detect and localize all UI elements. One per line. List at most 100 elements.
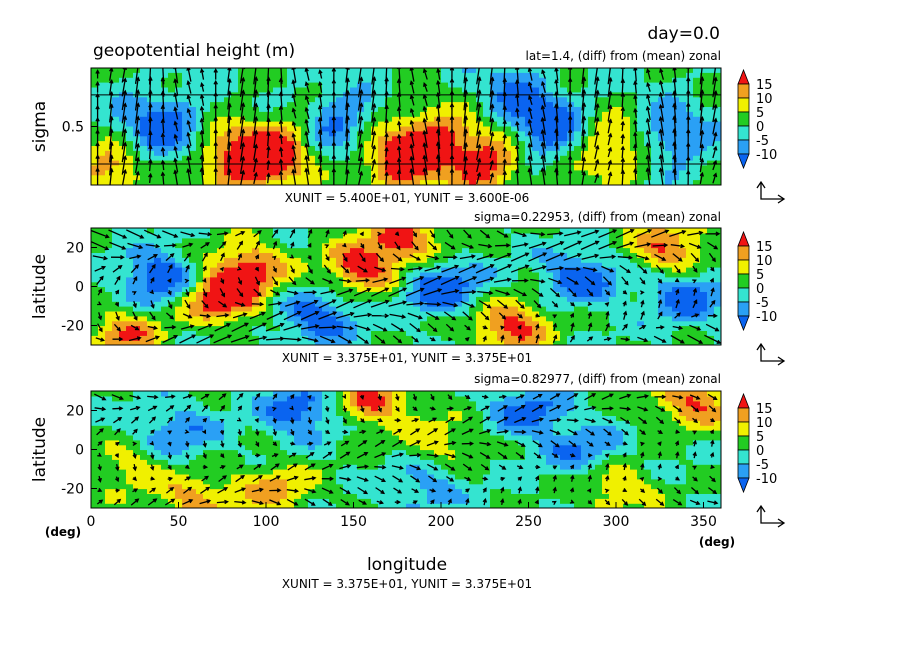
heatmap-cell [210,267,218,273]
heatmap-cell [700,141,708,147]
heatmap-cell [301,306,309,312]
heatmap-cell [112,252,120,258]
heatmap-cell [217,107,225,113]
heatmap-cell [707,77,715,84]
heatmap-cell [364,320,372,327]
heatmap-cell [581,150,589,157]
wind-vector-head [489,145,495,151]
heatmap-cell [476,136,484,142]
heatmap-cell [238,131,246,137]
heatmap-cell [196,111,204,118]
heatmap-cell [511,252,519,258]
heatmap-cell [364,232,372,239]
heatmap-cell [441,291,449,297]
heatmap-cell [245,330,253,336]
heatmap-cell [651,276,659,283]
heatmap-cell [287,242,295,249]
heatmap-cell [693,97,701,103]
heatmap-cell [637,116,645,123]
heatmap-cell [266,257,274,263]
heatmap-cell [658,180,666,185]
heatmap-cell [616,150,624,157]
heatmap-cell [560,271,568,278]
heatmap-cell [462,175,470,181]
wind-vector-head [213,116,218,121]
heatmap-cell [315,257,323,263]
colorbar-tick-label: -5 [756,134,769,149]
heatmap-cell [532,107,540,113]
heatmap-cell [175,160,183,167]
heatmap-cell [714,131,721,137]
heatmap-cell [588,271,596,278]
heatmap-cell [560,131,568,137]
heatmap-cell [182,286,190,292]
heatmap-cell [266,330,274,336]
heatmap-cell [637,68,645,74]
heatmap-cell [133,330,141,336]
heatmap-cell [245,131,253,137]
heatmap-cell [280,291,288,297]
heatmap-cell [98,228,106,234]
heatmap-cell [672,175,680,181]
heatmap-cell [273,180,281,185]
wind-vector-head [331,141,337,146]
heatmap-cell [448,335,456,341]
heatmap-cell [266,170,274,176]
heatmap-cell [105,242,113,249]
wind-vector-head [672,102,677,108]
heatmap-cell [245,97,253,103]
heatmap-cell [364,296,372,302]
heatmap-cell [637,102,645,108]
heatmap-cell [532,330,540,336]
heatmap-cell [140,82,148,89]
wind-vector-head [240,128,246,134]
heatmap-cell [259,160,267,167]
heatmap-cell [182,228,190,234]
heatmap-cell [231,111,239,118]
heatmap-cell [112,141,120,147]
heatmap-cell [609,247,617,253]
heatmap-cell [630,286,638,292]
heatmap-cell [637,107,645,113]
heatmap-cell [105,155,113,162]
heatmap-cell [357,281,365,288]
heatmap-cell [98,271,106,278]
wind-vector-head [266,145,271,151]
heatmap-cell [308,306,316,312]
wind-vector-head [645,154,651,160]
heatmap-cell [623,102,631,108]
heatmap-cell [539,291,547,297]
wind-vector-head [135,115,141,121]
heatmap-cell [161,175,169,181]
wind-vector-head [435,141,441,147]
heatmap-cell [252,340,260,345]
heatmap-cell [273,286,281,292]
heatmap-cell [329,180,337,185]
heatmap-cell [168,150,176,157]
heatmap-cell [161,310,169,317]
heatmap-cell [140,126,148,132]
heatmap-cell [469,242,477,249]
heatmap-cell [210,150,218,157]
wind-vector-head [646,82,651,87]
heatmap-cell [140,131,148,137]
heatmap-cell [91,232,99,239]
heatmap-cell [630,267,638,273]
heatmap-cell [287,116,295,123]
heatmap-cell [546,281,554,288]
heatmap-cell [469,160,477,167]
wind-vector-head [476,129,482,135]
heatmap-cell [455,301,463,307]
heatmap-cell [259,242,267,249]
heatmap-cell [112,111,120,118]
heatmap-cell [469,257,477,263]
heatmap-cell [119,252,127,258]
heatmap-cell [574,301,582,307]
heatmap-cell [287,82,295,89]
heatmap-cell [686,180,694,185]
heatmap-cell [231,306,239,312]
heatmap-cell [483,72,491,79]
heatmap-cell [560,141,568,147]
heatmap-cell [574,271,582,278]
colorbar-segment [737,83,750,99]
